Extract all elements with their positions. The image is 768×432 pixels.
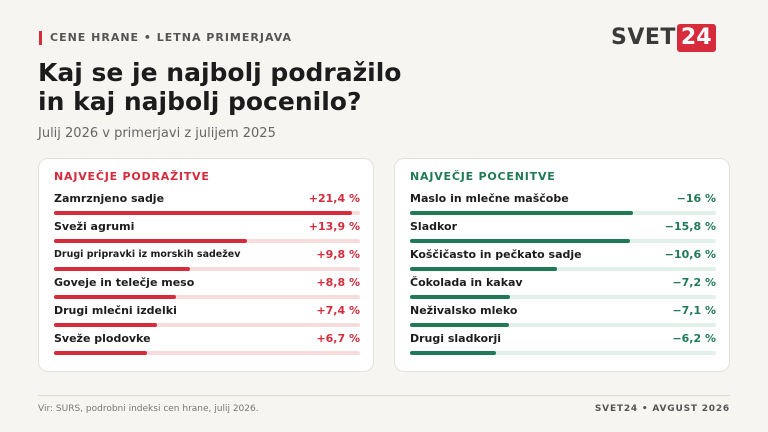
decrease-bar-track [410,295,716,299]
decrease-bar [410,295,510,299]
increase-label: Sveži agrumi [54,220,135,233]
increase-bar [54,323,157,327]
decrease-bar [410,267,557,271]
decrease-label: Koščičasto in pečkato sadje [410,248,582,261]
increase-row: Drugi pripravki iz morskih sadežev +9,8 % [54,248,360,276]
increase-bar [54,267,190,271]
decreases-panel: NAJVEČJE POCENITVE Maslo in mlečne maščo… [394,158,730,372]
increase-bar-track [54,323,360,327]
decrease-bar-track [410,239,716,243]
page-title: Kaj se je najbolj podražilo in kaj najbo… [38,58,638,116]
decrease-value-label: −10,6 % [664,248,716,261]
increase-row: Zamrznjeno sadje +21,4 % [54,192,360,220]
decrease-bar [410,351,496,355]
increase-value-label: +9,8 % [316,248,360,261]
decrease-value-label: −16 % [676,192,716,205]
footer-divider [38,395,730,396]
increase-bar-track [54,211,360,215]
increase-bar-track [54,351,360,355]
title-line-1: Kaj se je najbolj podražilo [38,58,402,87]
increase-bar-track [54,295,360,299]
decrease-value-label: −15,8 % [664,220,716,233]
increase-bar [54,295,176,299]
decrease-value-label: −6,2 % [672,332,716,345]
increase-value-label: +21,4 % [308,192,360,205]
decrease-row: Čokolada in kakav −7,2 % [410,276,716,304]
kicker: CENE HRANE • LETNA PRIMERJAVA [50,31,293,44]
increase-row: Sveže plodovke +6,7 % [54,332,360,360]
decrease-value-label: −7,2 % [672,276,716,289]
increase-value-label: +7,4 % [316,304,360,317]
decrease-row: Neživalsko mleko −7,1 % [410,304,716,332]
decrease-row: Drugi sladkorji −6,2 % [410,332,716,360]
decrease-bar [410,211,633,215]
decrease-label: Neživalsko mleko [410,304,518,317]
decreases-heading: NAJVEČJE POCENITVE [410,170,556,183]
increase-label: Zamrznjeno sadje [54,192,165,205]
logo-number: 24 [676,24,716,52]
decrease-row: Maslo in mlečne maščobe −16 % [410,192,716,220]
page-subtitle: Julij 2026 v primerjavi z julijem 2025 [38,126,276,141]
increase-row: Sveži agrumi +13,9 % [54,220,360,248]
decrease-label: Drugi sladkorji [410,332,502,345]
increase-bar [54,239,247,243]
credit-line: SVET24 • AVGUST 2026 [594,404,730,414]
decrease-label: Maslo in mlečne maščobe [410,192,569,205]
increase-label: Goveje in telečje meso [54,276,195,289]
decrease-bar [410,239,630,243]
decrease-bar-track [410,351,716,355]
decrease-bar-track [410,323,716,327]
decrease-bar-track [410,211,716,215]
svet24-logo[interactable]: SVET 24 [611,24,716,52]
decrease-label: Čokolada in kakav [410,276,523,289]
kicker-accent-bar [39,31,42,45]
increase-label: Drugi mlečni izdelki [54,304,177,317]
logo-word: SVET [611,25,676,50]
increase-bar-track [54,239,360,243]
increase-label: Sveže plodovke [54,332,151,345]
increases-panel: NAJVEČJE PODRAŽITVE Zamrznjeno sadje +21,… [38,158,374,372]
decrease-label: Sladkor [410,220,457,233]
increase-bar-track [54,267,360,271]
increase-bar [54,211,352,215]
decrease-row: Sladkor −15,8 % [410,220,716,248]
decrease-bar [410,323,509,327]
increase-value-label: +13,9 % [308,220,360,233]
increase-value-label: +6,7 % [316,332,360,345]
increase-label: Drugi pripravki iz morskih sadežev [54,249,241,260]
increase-value-label: +8,8 % [316,276,360,289]
title-line-2: in kaj najbolj pocenilo? [38,87,362,116]
decrease-bar-track [410,267,716,271]
increase-bar [54,351,147,355]
decrease-row: Koščičasto in pečkato sadje −10,6 % [410,248,716,276]
increases-heading: NAJVEČJE PODRAŽITVE [54,170,210,183]
source-note: Vir: SURS, podrobni indeksi cen hrane, j… [38,404,259,414]
increase-row: Goveje in telečje meso +8,8 % [54,276,360,304]
increase-row: Drugi mlečni izdelki +7,4 % [54,304,360,332]
decrease-value-label: −7,1 % [672,304,716,317]
